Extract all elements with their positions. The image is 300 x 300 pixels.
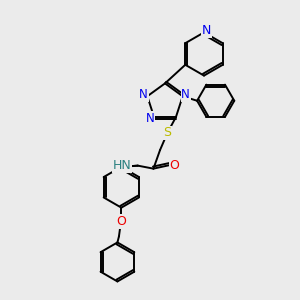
Text: O: O — [169, 158, 179, 172]
Text: N: N — [139, 88, 148, 101]
Text: HN: HN — [113, 159, 132, 172]
Text: N: N — [181, 88, 190, 101]
Text: S: S — [164, 126, 172, 139]
Text: N: N — [146, 112, 155, 125]
Text: O: O — [116, 215, 126, 228]
Text: N: N — [202, 24, 211, 38]
